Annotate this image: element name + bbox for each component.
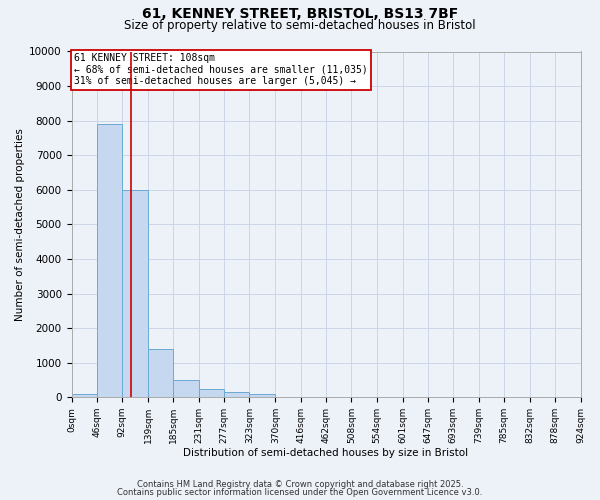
Bar [148, 349, 173, 397]
Bar [97, 124, 122, 397]
Bar [224, 392, 250, 397]
Y-axis label: Number of semi-detached properties: Number of semi-detached properties [15, 128, 25, 321]
Text: Contains HM Land Registry data © Crown copyright and database right 2025.: Contains HM Land Registry data © Crown c… [137, 480, 463, 489]
Text: Contains public sector information licensed under the Open Government Licence v3: Contains public sector information licen… [118, 488, 482, 497]
Bar [122, 190, 148, 397]
Bar [250, 394, 275, 397]
Bar [199, 388, 224, 397]
X-axis label: Distribution of semi-detached houses by size in Bristol: Distribution of semi-detached houses by … [184, 448, 469, 458]
Bar [71, 394, 97, 397]
Text: 61 KENNEY STREET: 108sqm
← 68% of semi-detached houses are smaller (11,035)
31% : 61 KENNEY STREET: 108sqm ← 68% of semi-d… [74, 53, 368, 86]
Bar [173, 380, 199, 397]
Text: 61, KENNEY STREET, BRISTOL, BS13 7BF: 61, KENNEY STREET, BRISTOL, BS13 7BF [142, 8, 458, 22]
Text: Size of property relative to semi-detached houses in Bristol: Size of property relative to semi-detach… [124, 18, 476, 32]
